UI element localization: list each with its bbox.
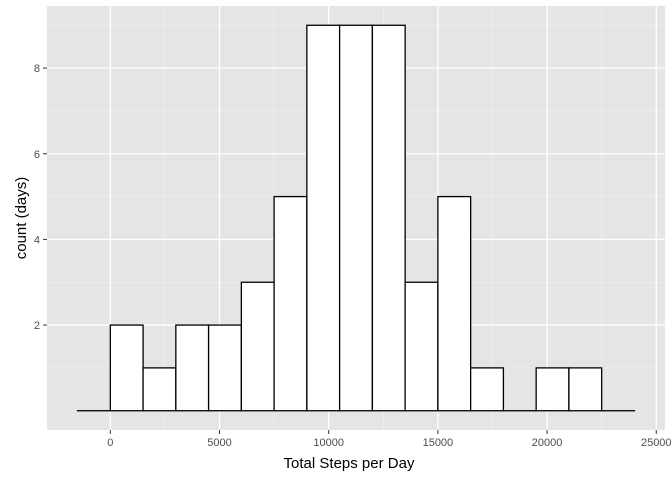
- histogram-bar: [240, 281, 275, 412]
- histogram-bar: [437, 195, 472, 412]
- y-tick-label: 4: [34, 234, 40, 246]
- histogram-bar: [338, 24, 374, 412]
- x-tick-label: 5000: [207, 437, 231, 449]
- x-tick-label: 20000: [532, 437, 563, 449]
- y-tick-label: 6: [34, 149, 40, 161]
- histogram-bar: [371, 24, 406, 412]
- histogram-bar: [207, 324, 243, 412]
- histogram-bar: [175, 324, 210, 412]
- histogram-bar: [306, 24, 341, 412]
- x-tick-label: 0: [107, 437, 113, 449]
- x-tick-label: 25000: [641, 437, 672, 449]
- histogram-bar: [109, 324, 144, 412]
- histogram-bar: [469, 367, 505, 412]
- y-tick-label: 8: [34, 63, 40, 75]
- y-axis-ticks: 2 4 6 8: [34, 63, 47, 332]
- x-tick-label: 10000: [313, 437, 344, 449]
- x-axis-title: Total Steps per Day: [284, 455, 415, 472]
- histogram-bar: [404, 281, 439, 412]
- histogram-bars: [76, 24, 636, 412]
- histogram-bar: [535, 367, 570, 412]
- y-axis-title: count (days): [13, 177, 30, 260]
- histogram-bar: [273, 195, 308, 412]
- histogram-bar: [568, 367, 603, 412]
- y-tick-label: 2: [34, 320, 40, 332]
- histogram-bar: [142, 367, 177, 412]
- x-tick-label: 15000: [423, 437, 454, 449]
- x-axis-ticks: 0 5000 10000 15000 20000 25000: [107, 430, 672, 449]
